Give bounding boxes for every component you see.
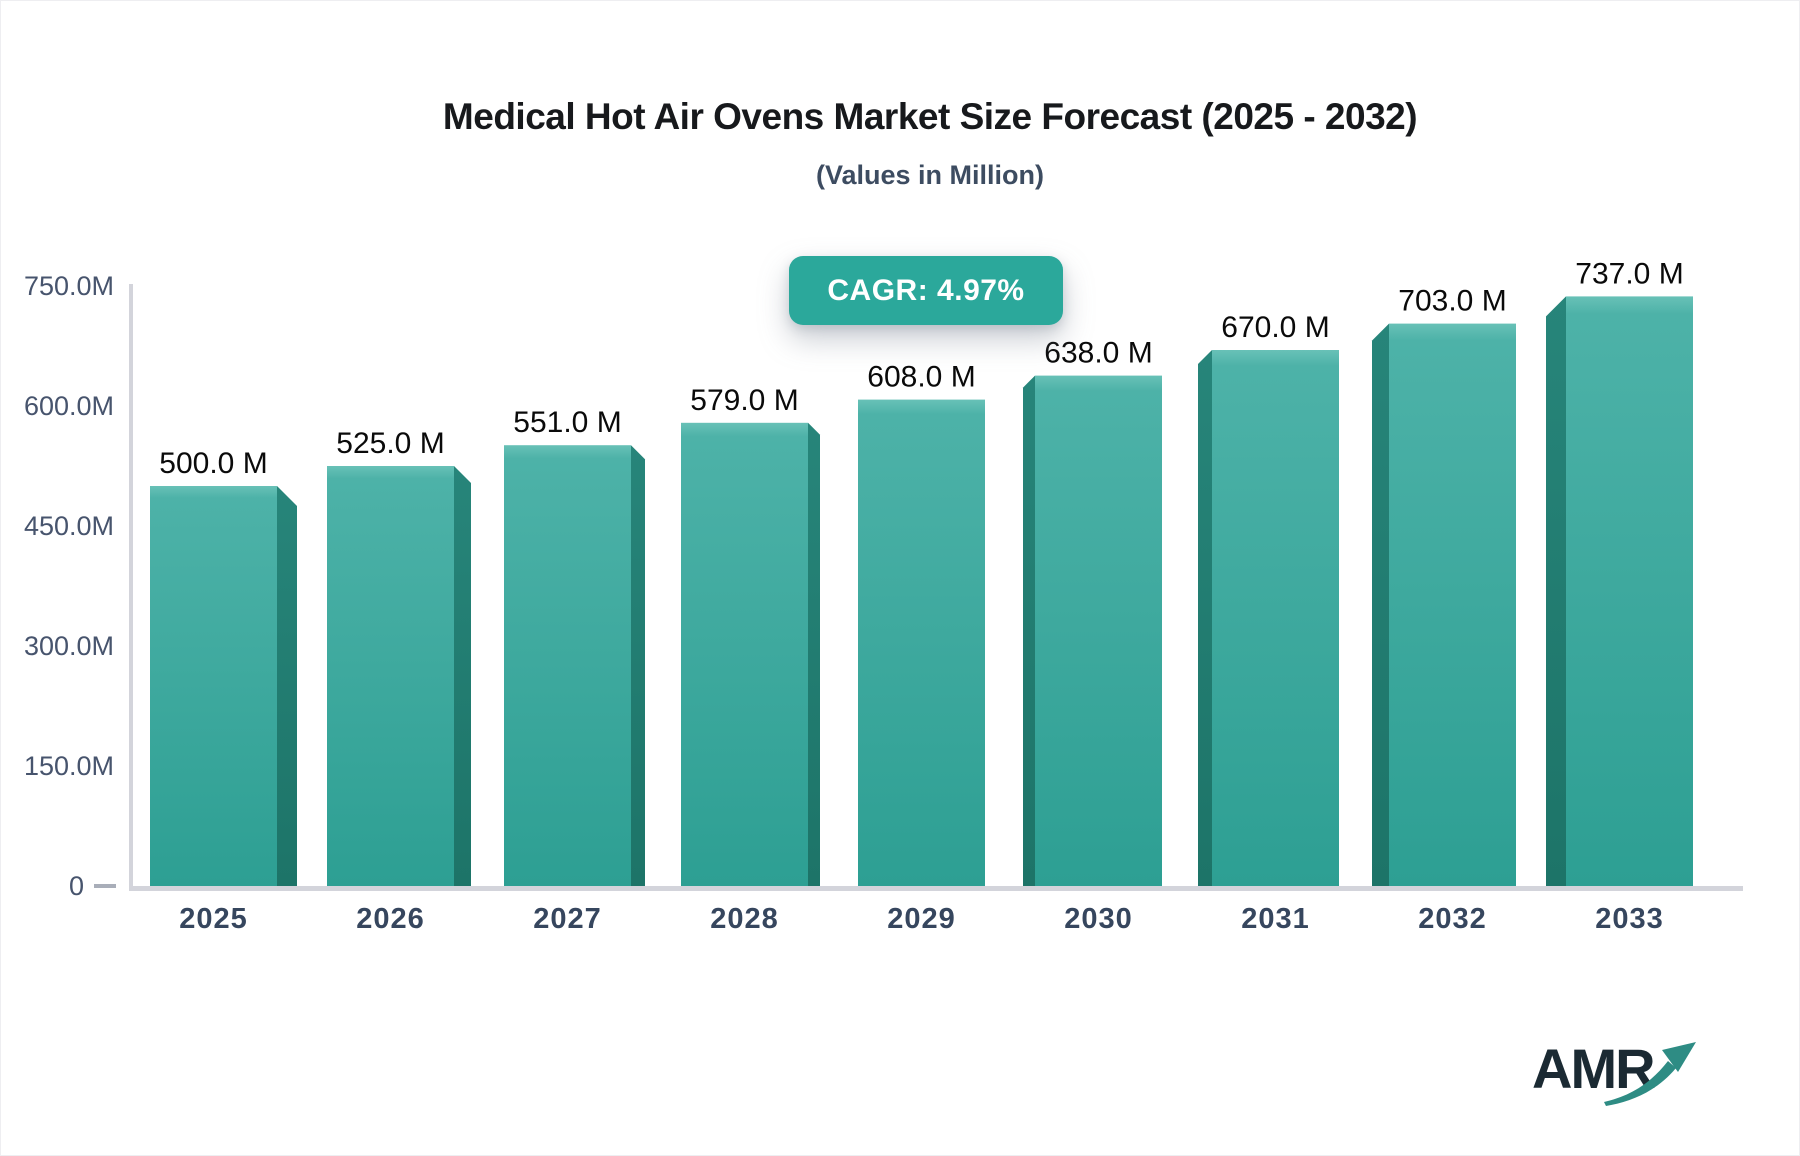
bar-front-face — [1212, 350, 1339, 886]
bar-value-label: 737.0 M — [1575, 257, 1683, 290]
cagr-badge: CAGR: 4.97% — [789, 256, 1063, 325]
x-axis-label: 2031 — [1241, 903, 1310, 935]
bar-front-face — [150, 486, 277, 886]
bar-2033[interactable] — [1546, 296, 1693, 886]
amr-logo-text: AMR — [1532, 1037, 1656, 1100]
bar-value-label: 500.0 M — [159, 447, 267, 480]
bar-front-face — [1035, 375, 1162, 886]
bar-value-label: 638.0 M — [1044, 337, 1152, 370]
bar-side-face — [631, 445, 645, 886]
bar-2030[interactable] — [1023, 375, 1162, 886]
x-axis-label: 2030 — [1064, 903, 1133, 935]
chart-title: Medical Hot Air Ovens Market Size Foreca… — [442, 96, 1418, 137]
x-axis-label: 2027 — [533, 903, 602, 935]
bar-2031[interactable] — [1198, 350, 1339, 886]
cagr-badge-label: CAGR: 4.97% — [827, 273, 1025, 307]
bar-front-face — [504, 445, 631, 886]
bar-side-face — [454, 466, 471, 886]
y-axis-tick-label: 300.0M — [24, 631, 114, 661]
bar-value-label: 608.0 M — [867, 361, 975, 394]
chart-subtitle: (Values in Million) — [815, 160, 1045, 190]
bar-front-face — [681, 422, 808, 886]
bar-side-face — [808, 422, 820, 886]
bar-side-face — [277, 486, 297, 886]
bar-front-face — [1566, 296, 1693, 886]
y-axis-tick-label: 450.0M — [24, 511, 114, 541]
y-axis-line — [129, 284, 133, 891]
bar-value-label: 670.0 M — [1221, 311, 1329, 344]
x-axis-label: 2028 — [710, 903, 779, 935]
bar-value-label: 703.0 M — [1398, 285, 1506, 318]
x-axis-line — [129, 886, 1743, 891]
y-axis-tick-label: 600.0M — [24, 391, 114, 421]
trend-up-arrow-icon — [1604, 1042, 1696, 1106]
amr-logo: AMR — [1532, 1028, 1712, 1118]
x-axis-label: 2029 — [887, 903, 956, 935]
bar-front-face — [858, 399, 985, 886]
bar-2027[interactable] — [504, 445, 645, 886]
bar-2028[interactable] — [681, 422, 820, 886]
bar-value-label: 551.0 M — [513, 406, 621, 439]
bar-value-label: 579.0 M — [690, 384, 798, 417]
bar-front-face — [327, 466, 454, 886]
bar-side-face — [1198, 350, 1212, 886]
bar-side-face — [1546, 296, 1566, 886]
bar-value-label: 525.0 M — [336, 427, 444, 460]
bar-2032[interactable] — [1372, 323, 1516, 887]
bar-front-face — [1389, 323, 1516, 887]
y-axis-tick-label: 150.0M — [24, 751, 114, 781]
x-axis-label: 2032 — [1418, 903, 1487, 935]
zero-tick-dash — [94, 884, 116, 888]
x-axis-label: 2026 — [356, 903, 425, 935]
bar-side-face — [1023, 375, 1035, 886]
y-axis-tick-label: 0 — [69, 871, 84, 901]
bar-2029[interactable] — [858, 399, 985, 886]
bar-2026[interactable] — [327, 466, 471, 886]
x-axis-label: 2025 — [179, 903, 248, 935]
bar-2025[interactable] — [150, 486, 297, 886]
x-axis-label: 2033 — [1595, 903, 1664, 935]
y-axis-tick-label: 750.0M — [24, 271, 114, 301]
bar-side-face — [1372, 323, 1389, 887]
